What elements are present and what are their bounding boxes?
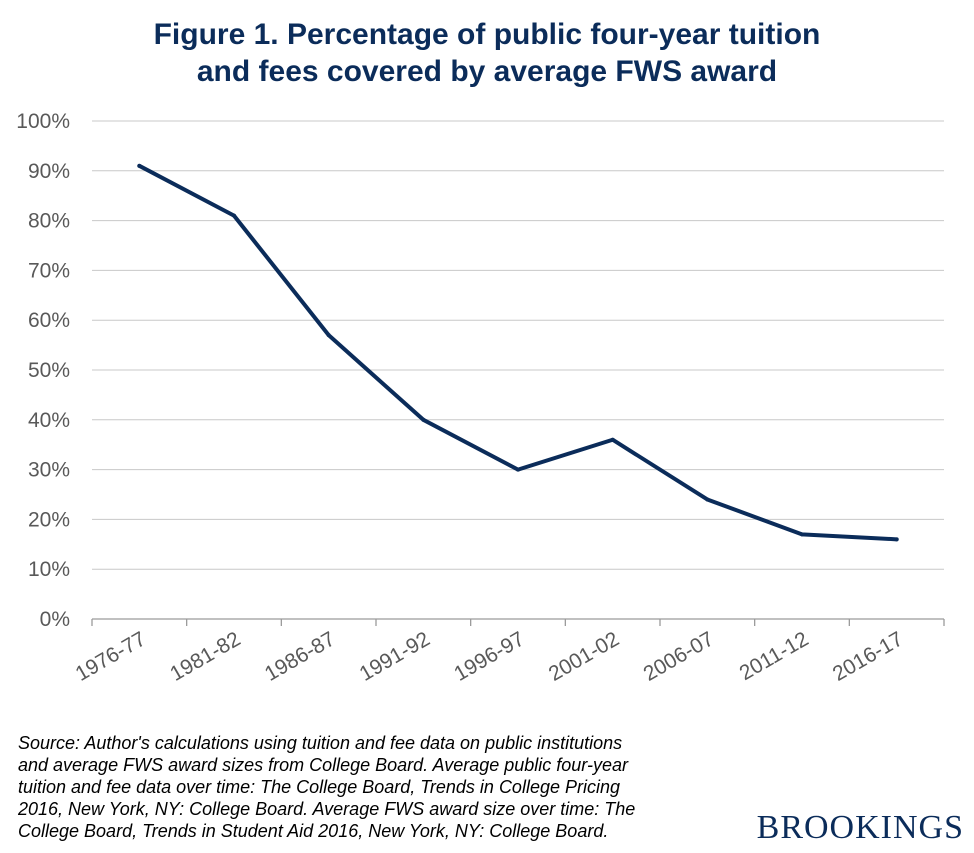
chart-title-line-2: and fees covered by average FWS award [196,55,778,88]
source-note: Source: Author's calculations using tuit… [18,732,748,842]
source-line-5: College Board, Trends in Student Aid 201… [18,821,609,841]
y-tick-label: 50% [28,359,70,382]
x-tick-label: 2016-17 [829,627,907,685]
x-tick-label: 1981-82 [166,627,244,685]
data-point [610,437,615,442]
x-tick-label: 2001-02 [545,627,623,685]
x-tick-label: 1986-87 [261,627,339,685]
source-line-4: 2016, New York, NY: College Board. Avera… [18,799,636,819]
y-tick-label: 20% [28,508,70,531]
source-line-1: Source: Author's calculations using tuit… [18,733,623,753]
data-point [326,333,331,338]
line-chart: 0% 10% 20% 30% 40% 50% 60% 70% 80% 90% 100% 1976-77… [16,110,945,686]
data-point [137,163,142,168]
x-tick-label: 1976-77 [72,627,150,685]
chart-title-line-1: Figure 1. Percentage of public four-year… [153,18,821,51]
x-tick-label: 2006-07 [640,627,718,685]
source-line-3: tuition and fee data over time: The Coll… [18,777,620,797]
data-point [705,497,710,502]
data-point [421,417,426,422]
series-line [137,163,899,542]
chart-title: Figure 1. Percentage of public four-year… [0,16,974,90]
y-tick-label: 60% [28,309,70,332]
y-tick-label: 70% [28,259,70,282]
y-tick-label: 40% [28,409,70,432]
brookings-logo: BROOKINGS [756,809,964,846]
x-tick-label: 1991-92 [356,627,434,685]
x-tick-label: 1996-97 [450,627,528,685]
y-tick-label: 30% [28,459,70,482]
data-point [800,532,804,537]
y-tick-label: 90% [28,160,70,183]
data-point [894,537,899,542]
x-tick-label: 2011-12 [736,627,813,685]
y-tick-label: 100% [16,110,70,133]
y-tick-label: 0% [40,608,70,631]
source-line-2: and average FWS award sizes from College… [18,755,628,775]
data-point [232,213,236,218]
y-tick-label: 80% [28,210,70,233]
data-point [516,467,520,472]
y-tick-label: 10% [28,558,70,581]
